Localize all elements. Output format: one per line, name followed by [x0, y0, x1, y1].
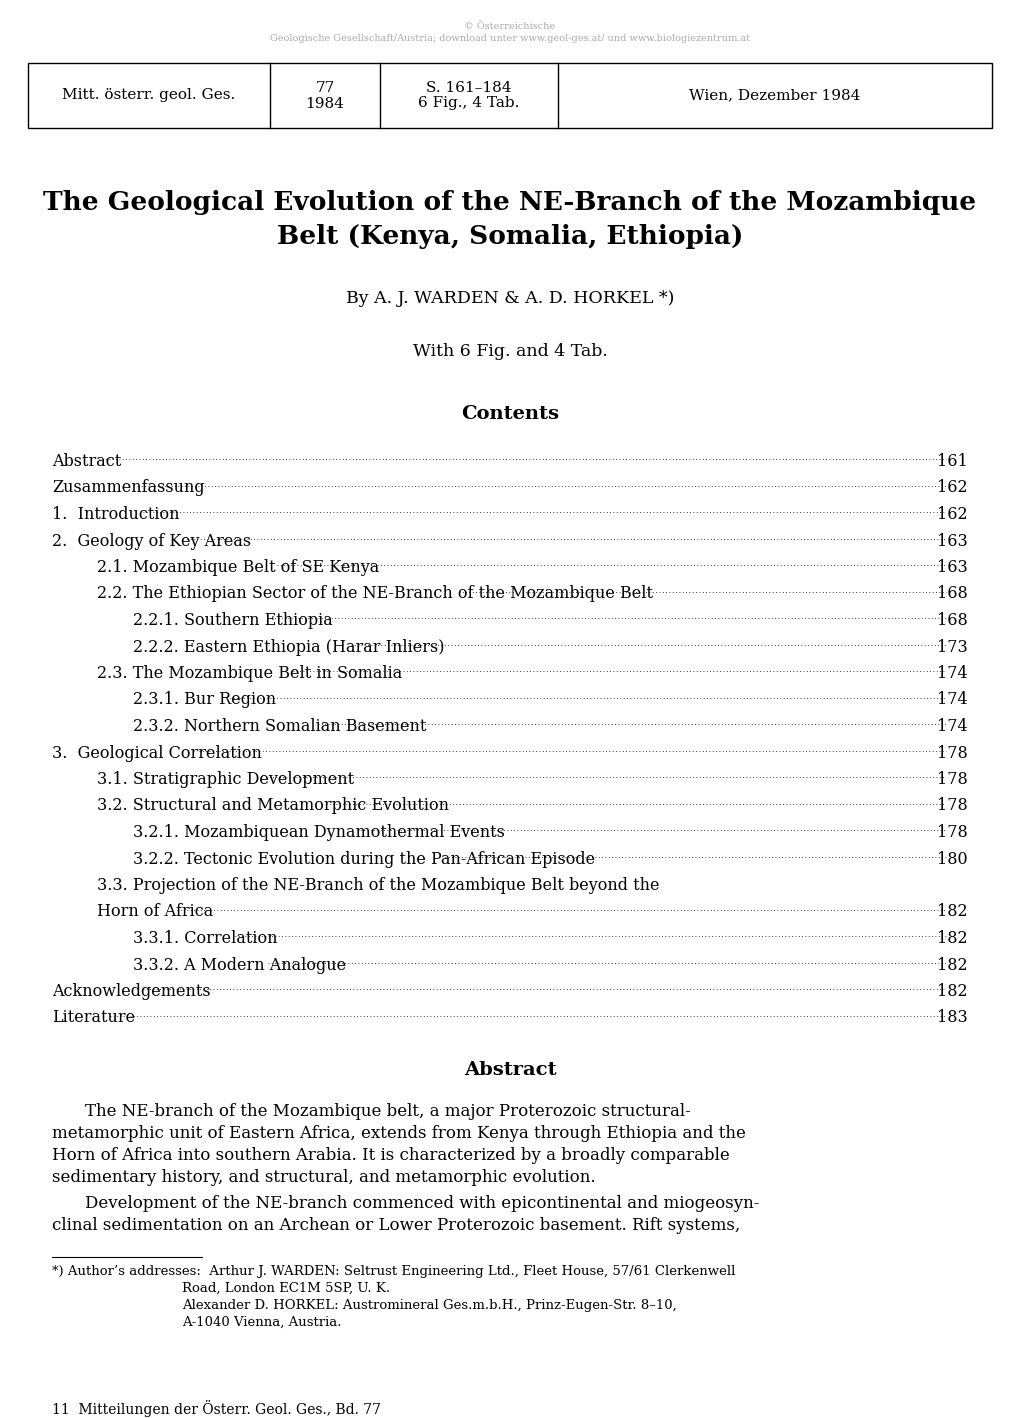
Text: 3.3.1. Correlation: 3.3.1. Correlation [132, 930, 277, 947]
Text: Abstract: Abstract [52, 452, 121, 469]
Text: Zusammenfassung: Zusammenfassung [52, 479, 205, 496]
Text: Horn of Africa: Horn of Africa [97, 903, 213, 920]
Text: 2.2.2. Eastern Ethiopia (Harar Inliers): 2.2.2. Eastern Ethiopia (Harar Inliers) [132, 638, 444, 655]
Text: Acknowledgements: Acknowledgements [52, 983, 210, 1000]
Bar [28, 62, 991, 128]
Text: 3.1. Stratigraphic Development: 3.1. Stratigraphic Development [97, 771, 354, 788]
Text: Wien, Dezember 1984: Wien, Dezember 1984 [689, 88, 860, 102]
Text: Geologische Gesellschaft/Austria; download unter www.geol-ges.at/ und www.biolog: Geologische Gesellschaft/Austria; downlo… [270, 34, 749, 43]
Text: The Geological Evolution of the NE-Branch of the Mozambique: The Geological Evolution of the NE-Branc… [44, 190, 975, 216]
Text: 1984: 1984 [306, 96, 344, 111]
Text: 3.  Geological Correlation: 3. Geological Correlation [52, 744, 262, 761]
Text: 3.2.2. Tectonic Evolution during the Pan-African Episode: 3.2.2. Tectonic Evolution during the Pan… [132, 851, 594, 868]
Text: 2.3. The Mozambique Belt in Somalia: 2.3. The Mozambique Belt in Somalia [97, 665, 401, 682]
Text: 2.  Geology of Key Areas: 2. Geology of Key Areas [52, 533, 251, 550]
Text: Alexander D. HORKEL: Austromineral Ges.m.b.H., Prinz-Eugen-Str. 8–10,: Alexander D. HORKEL: Austromineral Ges.m… [181, 1299, 676, 1312]
Text: With 6 Fig. and 4 Tab.: With 6 Fig. and 4 Tab. [412, 343, 607, 360]
Text: 182: 182 [936, 930, 967, 947]
Text: The NE-branch of the Mozambique belt, a major Proterozoic structural-: The NE-branch of the Mozambique belt, a … [85, 1103, 690, 1120]
Text: Contents: Contents [461, 406, 558, 423]
Text: 2.1. Mozambique Belt of SE Kenya: 2.1. Mozambique Belt of SE Kenya [97, 559, 379, 576]
Text: 163: 163 [936, 533, 967, 550]
Text: Abstract: Abstract [464, 1061, 555, 1079]
Text: 173: 173 [936, 638, 967, 655]
Text: © Österreichische: © Österreichische [464, 23, 555, 31]
Text: 178: 178 [936, 824, 967, 841]
Text: 6 Fig., 4 Tab.: 6 Fig., 4 Tab. [418, 96, 519, 111]
Text: Mitt. österr. geol. Ges.: Mitt. österr. geol. Ges. [62, 88, 235, 102]
Text: 183: 183 [936, 1010, 967, 1027]
Text: By A. J. WARDEN & A. D. HORKEL *): By A. J. WARDEN & A. D. HORKEL *) [345, 291, 674, 308]
Text: 162: 162 [936, 479, 967, 496]
Text: 2.3.1. Bur Region: 2.3.1. Bur Region [132, 692, 276, 709]
Text: 174: 174 [936, 692, 967, 709]
Text: 180: 180 [936, 851, 967, 868]
Text: 178: 178 [936, 797, 967, 814]
Text: S. 161–184: S. 161–184 [426, 81, 512, 95]
Text: Horn of Africa into southern Arabia. It is characterized by a broadly comparable: Horn of Africa into southern Arabia. It … [52, 1147, 729, 1164]
Text: 182: 182 [936, 983, 967, 1000]
Text: clinal sedimentation on an Archean or Lower Proterozoic basement. Rift systems,: clinal sedimentation on an Archean or Lo… [52, 1217, 740, 1234]
Text: *) Author’s addresses:  Arthur J. WARDEN: Seltrust Engineering Ltd., Fleet House: *) Author’s addresses: Arthur J. WARDEN:… [52, 1265, 735, 1278]
Text: 3.3.2. A Modern Analogue: 3.3.2. A Modern Analogue [132, 957, 345, 974]
Text: 178: 178 [936, 744, 967, 761]
Text: Belt (Kenya, Somalia, Ethiopia): Belt (Kenya, Somalia, Ethiopia) [276, 224, 743, 250]
Text: 162: 162 [936, 506, 967, 523]
Text: Road, London EC1M 5SP, U. K.: Road, London EC1M 5SP, U. K. [181, 1282, 389, 1295]
Text: 174: 174 [936, 665, 967, 682]
Text: 77: 77 [315, 81, 334, 95]
Text: 2.2.1. Southern Ethiopia: 2.2.1. Southern Ethiopia [132, 613, 332, 630]
Text: 163: 163 [936, 559, 967, 576]
Text: 182: 182 [936, 903, 967, 920]
Text: 11  Mitteilungen der Österr. Geol. Ges., Bd. 77: 11 Mitteilungen der Österr. Geol. Ges., … [52, 1400, 381, 1417]
Text: 3.3. Projection of the NE-Branch of the Mozambique Belt beyond the: 3.3. Projection of the NE-Branch of the … [97, 876, 659, 893]
Text: 3.2.1. Mozambiquean Dynamothermal Events: 3.2.1. Mozambiquean Dynamothermal Events [132, 824, 504, 841]
Text: A-1040 Vienna, Austria.: A-1040 Vienna, Austria. [181, 1316, 341, 1329]
Text: 1.  Introduction: 1. Introduction [52, 506, 179, 523]
Text: 178: 178 [936, 771, 967, 788]
Text: 182: 182 [936, 957, 967, 974]
Text: metamorphic unit of Eastern Africa, extends from Kenya through Ethiopia and the: metamorphic unit of Eastern Africa, exte… [52, 1124, 745, 1141]
Text: Development of the NE-branch commenced with epicontinental and miogeosyn-: Development of the NE-branch commenced w… [85, 1195, 758, 1212]
Text: 161: 161 [936, 452, 967, 469]
Text: 2.2. The Ethiopian Sector of the NE-Branch of the Mozambique Belt: 2.2. The Ethiopian Sector of the NE-Bran… [97, 586, 652, 603]
Text: Literature: Literature [52, 1010, 135, 1027]
Text: 2.3.2. Northern Somalian Basement: 2.3.2. Northern Somalian Basement [132, 718, 426, 735]
Text: sedimentary history, and structural, and metamorphic evolution.: sedimentary history, and structural, and… [52, 1168, 595, 1185]
Text: 3.2. Structural and Metamorphic Evolution: 3.2. Structural and Metamorphic Evolutio… [97, 797, 448, 814]
Text: 174: 174 [936, 718, 967, 735]
Text: 168: 168 [936, 613, 967, 630]
Text: 168: 168 [936, 586, 967, 603]
